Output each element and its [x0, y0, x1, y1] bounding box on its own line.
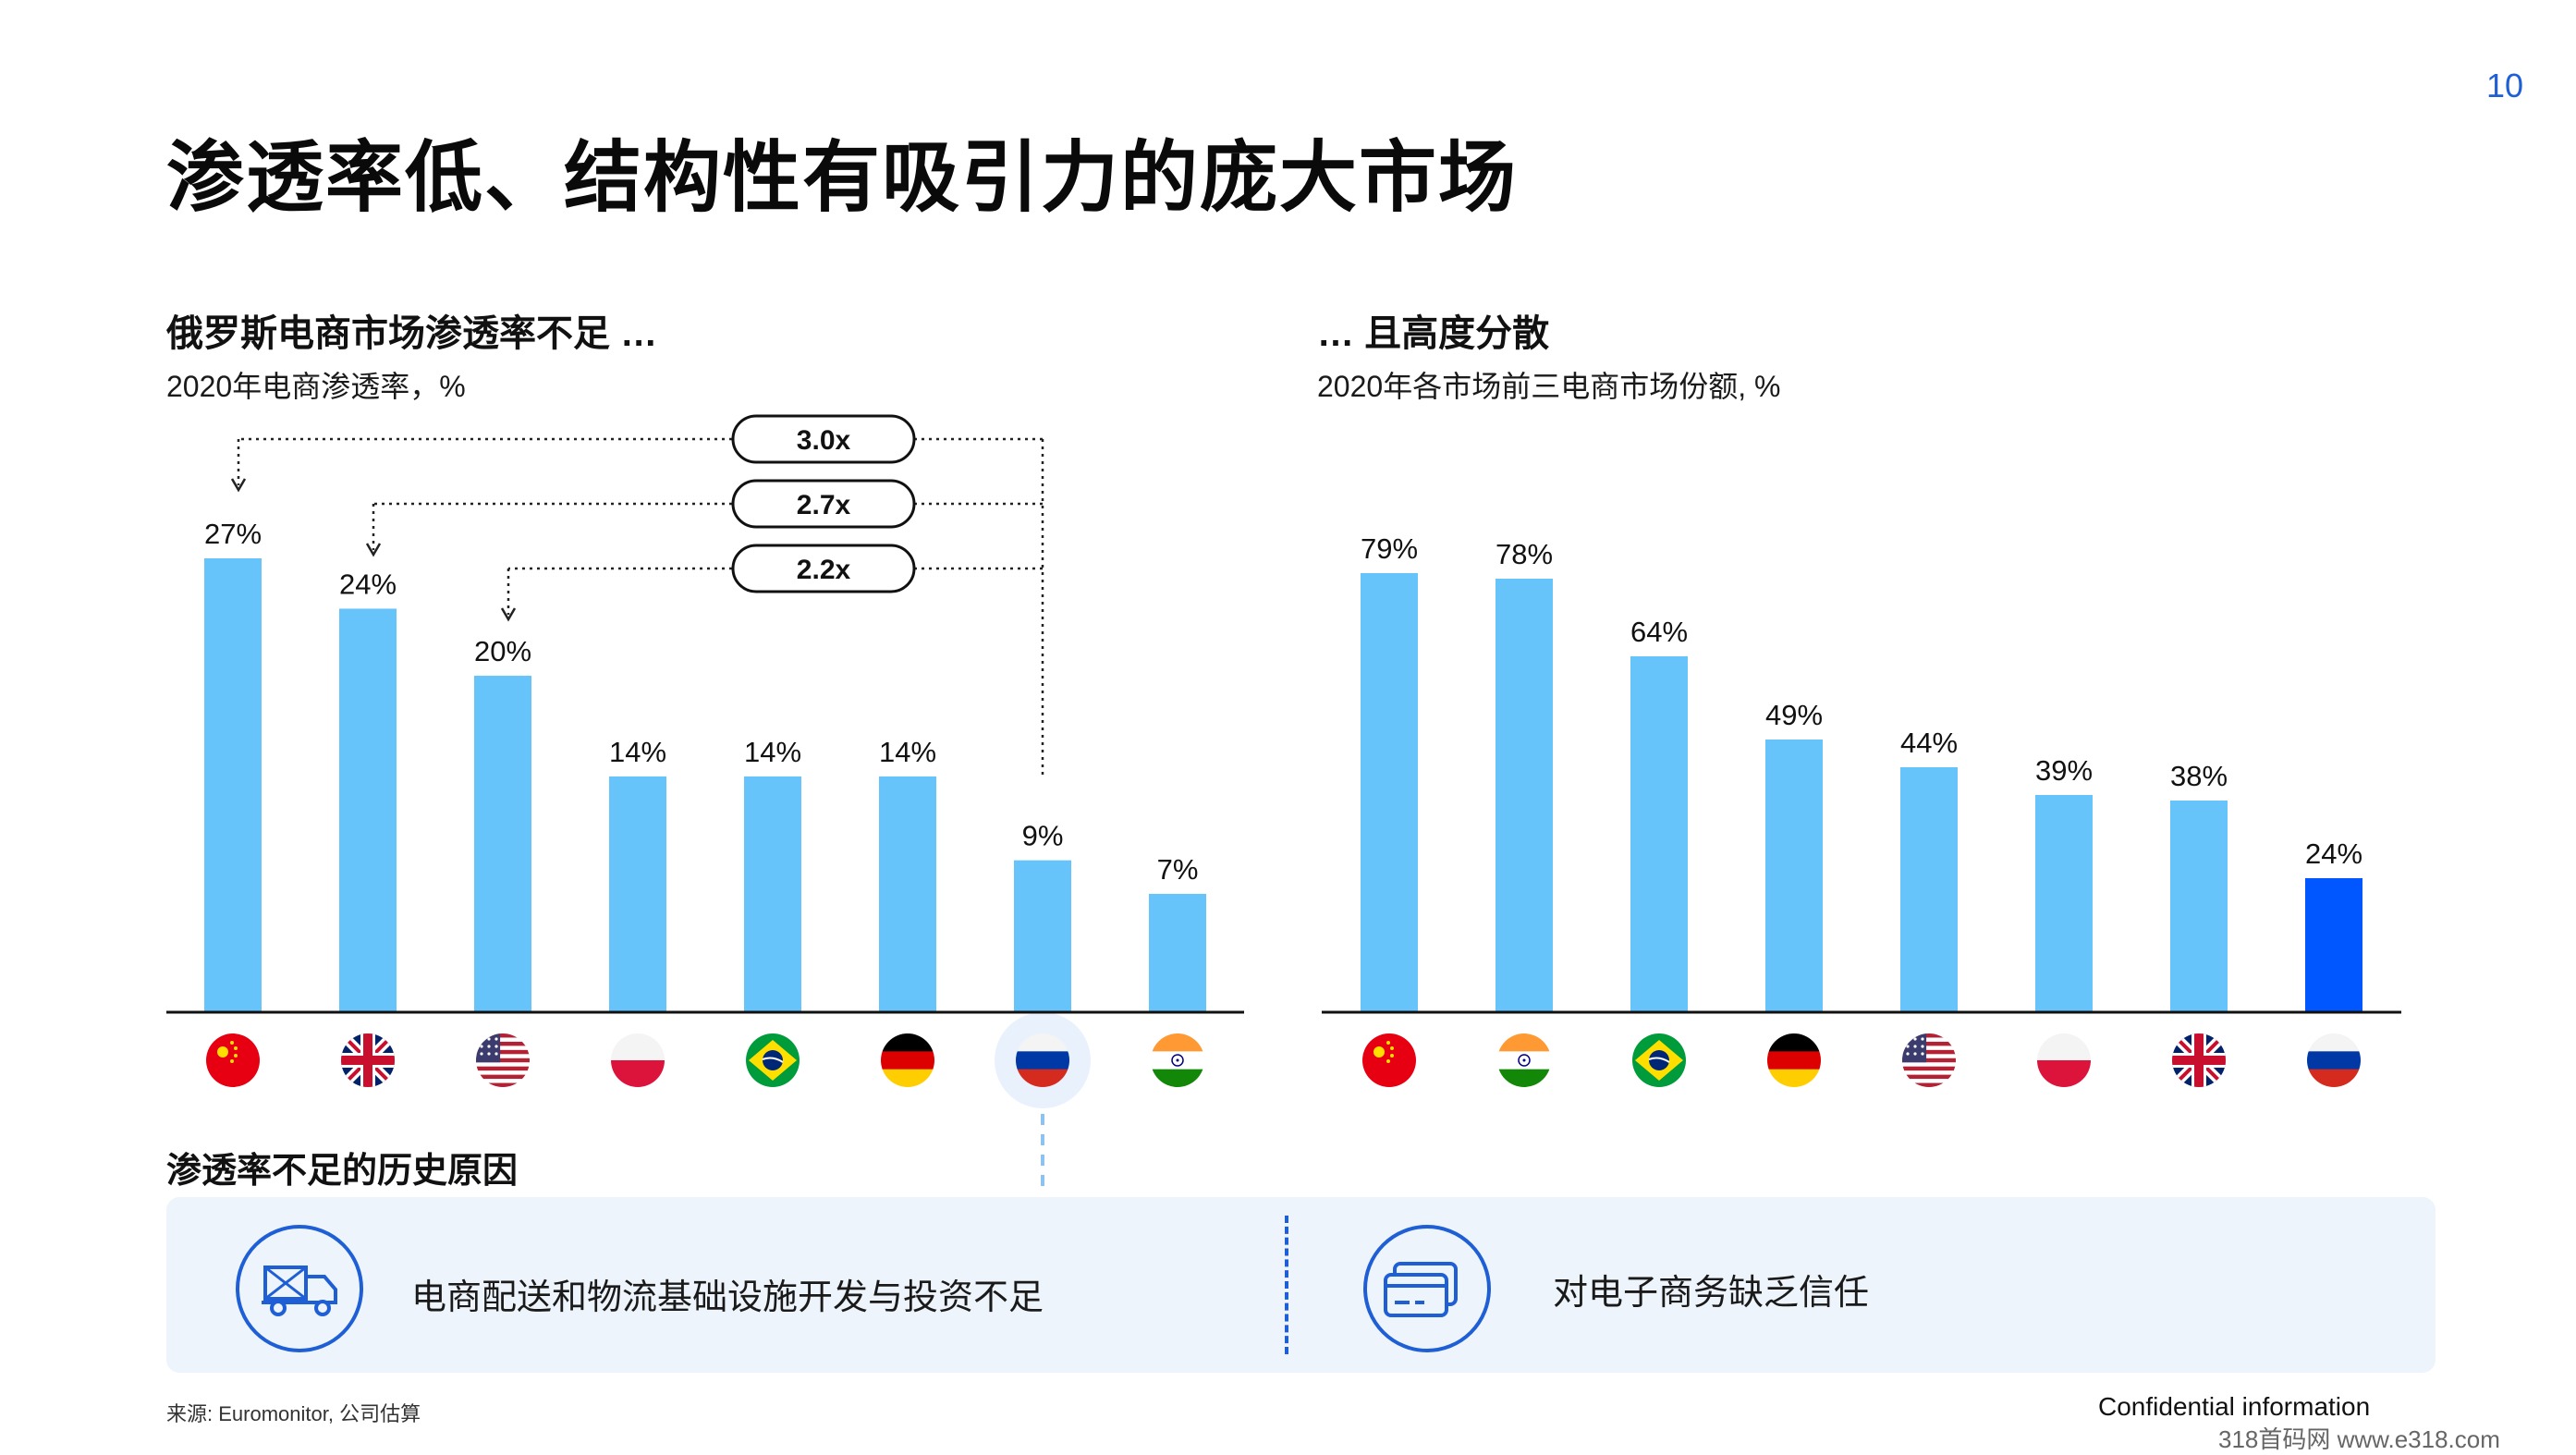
bar-uk: [2170, 801, 2228, 1011]
bar-india: [1149, 893, 1206, 1011]
page-title: 渗透率低、结构性有吸引力的庞大市场: [166, 134, 1519, 221]
left-chart-subtitle: 2020年电商渗透率，%: [166, 370, 466, 403]
data-label-poland: 39%: [2035, 754, 2093, 787]
flag-china-icon: [206, 1033, 260, 1087]
reasons-heading: 渗透率不足的历史原因: [166, 1152, 519, 1191]
flag-usa-icon: [476, 1033, 530, 1087]
flag-poland-icon: [611, 1033, 665, 1087]
delivery-truck-icon: [236, 1225, 363, 1352]
callout-label-2: 2.2x: [797, 555, 851, 585]
reason-text-logistics: 电商配送和物流基础设施开发与投资不足: [411, 1278, 1044, 1317]
data-label-poland: 14%: [609, 736, 666, 768]
reason-text-trust: 对电子商务缺乏信任: [1553, 1274, 1870, 1313]
flag-china-icon: [1362, 1033, 1416, 1087]
flag-uk-icon: [2172, 1033, 2226, 1087]
bar-brazil: [1630, 656, 1688, 1011]
bar-russia: [1014, 860, 1071, 1011]
credit-card-icon: [1363, 1225, 1491, 1352]
bar-brazil: [744, 776, 801, 1011]
bar-uk: [339, 608, 397, 1011]
data-label-china: 27%: [204, 518, 262, 550]
source-note: 来源: Euromonitor, 公司估算: [166, 1402, 421, 1425]
flag-germany-icon: [881, 1033, 934, 1087]
reasons-panel: [166, 1197, 2436, 1373]
callout-arrow-1: [365, 543, 382, 557]
data-label-china: 79%: [1361, 532, 1418, 565]
confidential-label: Confidential information: [2098, 1392, 2371, 1421]
page-number: 10: [2485, 67, 2523, 104]
data-label-brazil: 64%: [1630, 616, 1688, 648]
callout-pill-0: [731, 414, 916, 464]
chart-1: 79% 78% 64% 49% 44% 39% 38% 24%: [1322, 532, 2401, 1087]
flag-russia-icon: [2307, 1033, 2361, 1087]
right-chart-title: … 且高度分散: [1317, 313, 1550, 354]
callout-arrow-0: [230, 478, 247, 493]
flag-russia-icon: [1016, 1033, 1069, 1087]
bar-india: [1496, 579, 1553, 1011]
bar-russia: [2305, 878, 2362, 1011]
data-label-russia: 24%: [2305, 838, 2362, 870]
data-label-germany: 14%: [879, 736, 936, 768]
watermark: 318首码网 www.e318.com: [2218, 1425, 2500, 1453]
reasons-divider: [1285, 1216, 1288, 1354]
flag-usa-icon: [1902, 1033, 1956, 1087]
callout-label-1: 2.7x: [797, 490, 851, 520]
bar-germany: [879, 776, 936, 1011]
data-label-uk: 38%: [2170, 760, 2228, 792]
data-label-india: 78%: [1496, 538, 1553, 570]
bar-poland: [609, 776, 666, 1011]
bar-germany: [1765, 740, 1823, 1011]
data-label-uk: 24%: [339, 568, 397, 600]
callout-arrow-2: [500, 607, 517, 622]
flag-poland-icon: [2037, 1033, 2091, 1087]
flag-brazil-icon: [1632, 1033, 1686, 1087]
left-chart-title: 俄罗斯电商市场渗透率不足 …: [166, 313, 658, 354]
bar-china: [204, 558, 262, 1011]
bar-usa: [474, 676, 531, 1011]
multiplier-callouts: 3.0x 2.7x 2.2x: [230, 414, 1044, 775]
data-label-india: 7%: [1157, 853, 1199, 886]
bar-poland: [2035, 795, 2093, 1011]
chart-0: 27% 24% 20% 14% 14% 14% 9% 7%: [166, 518, 1244, 1194]
data-label-germany: 49%: [1765, 699, 1823, 731]
right-chart-subtitle: 2020年各市场前三电商市场份额, %: [1317, 370, 1781, 403]
flag-india-icon: [1151, 1033, 1204, 1087]
callout-label-0: 3.0x: [797, 425, 851, 456]
data-label-brazil: 14%: [744, 736, 801, 768]
flag-india-icon: [1497, 1033, 1551, 1087]
callout-pill-2: [731, 544, 916, 593]
flag-germany-icon: [1767, 1033, 1821, 1087]
data-label-russia: 9%: [1022, 820, 1064, 852]
data-label-usa: 20%: [474, 635, 531, 667]
flag-brazil-icon: [746, 1033, 800, 1087]
flag-uk-icon: [341, 1033, 395, 1087]
callout-pill-1: [731, 479, 916, 529]
data-label-usa: 44%: [1900, 727, 1958, 759]
bar-usa: [1900, 767, 1958, 1011]
bar-china: [1361, 573, 1418, 1011]
